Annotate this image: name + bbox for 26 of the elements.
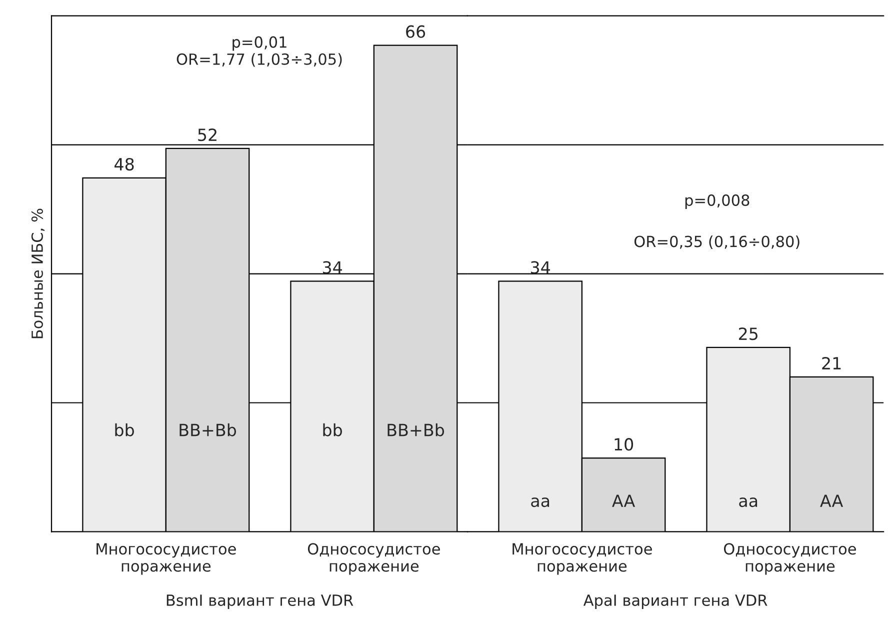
- text: AA: [820, 494, 844, 507]
- text: BB+Bb: [180, 423, 236, 436]
- x-tick-label: Однососудистое поражение: [724, 543, 856, 575]
- data-label: 66: [406, 25, 426, 38]
- x-tick-label: Многососудистое поражение: [96, 543, 236, 575]
- text: aa: [739, 498, 758, 508]
- y-axis-title: Больные ИБС, %: [31, 208, 45, 338]
- x-tick-label: Однососудистое поражение: [308, 543, 440, 575]
- data-label: 21: [822, 356, 841, 370]
- x-axis-title: ApaI вариант гена VDR: [583, 594, 768, 609]
- x-axis-title: BsmI вариант гена VDR: [166, 594, 354, 609]
- annotation: p=0,008: [685, 194, 750, 209]
- data-label: 10: [614, 438, 634, 451]
- series-label: BB+Bb: [388, 423, 444, 436]
- data-label: 48: [114, 158, 134, 171]
- series-label: bb: [115, 423, 134, 436]
- series-label: aa: [531, 498, 550, 508]
- data-label: 34: [322, 261, 342, 274]
- series-label: AA: [612, 494, 636, 507]
- data-label: 25: [738, 327, 758, 340]
- text: bb: [323, 423, 342, 436]
- data-label: 34: [531, 261, 550, 274]
- annotation: p=0,01 OR=1,77 (1,03÷3,05): [176, 36, 342, 67]
- annotation: OR=0,35 (0,16÷0,80): [634, 235, 800, 250]
- x-tick-label: Многососудистое поражение: [512, 543, 652, 575]
- data-label: 52: [198, 128, 216, 142]
